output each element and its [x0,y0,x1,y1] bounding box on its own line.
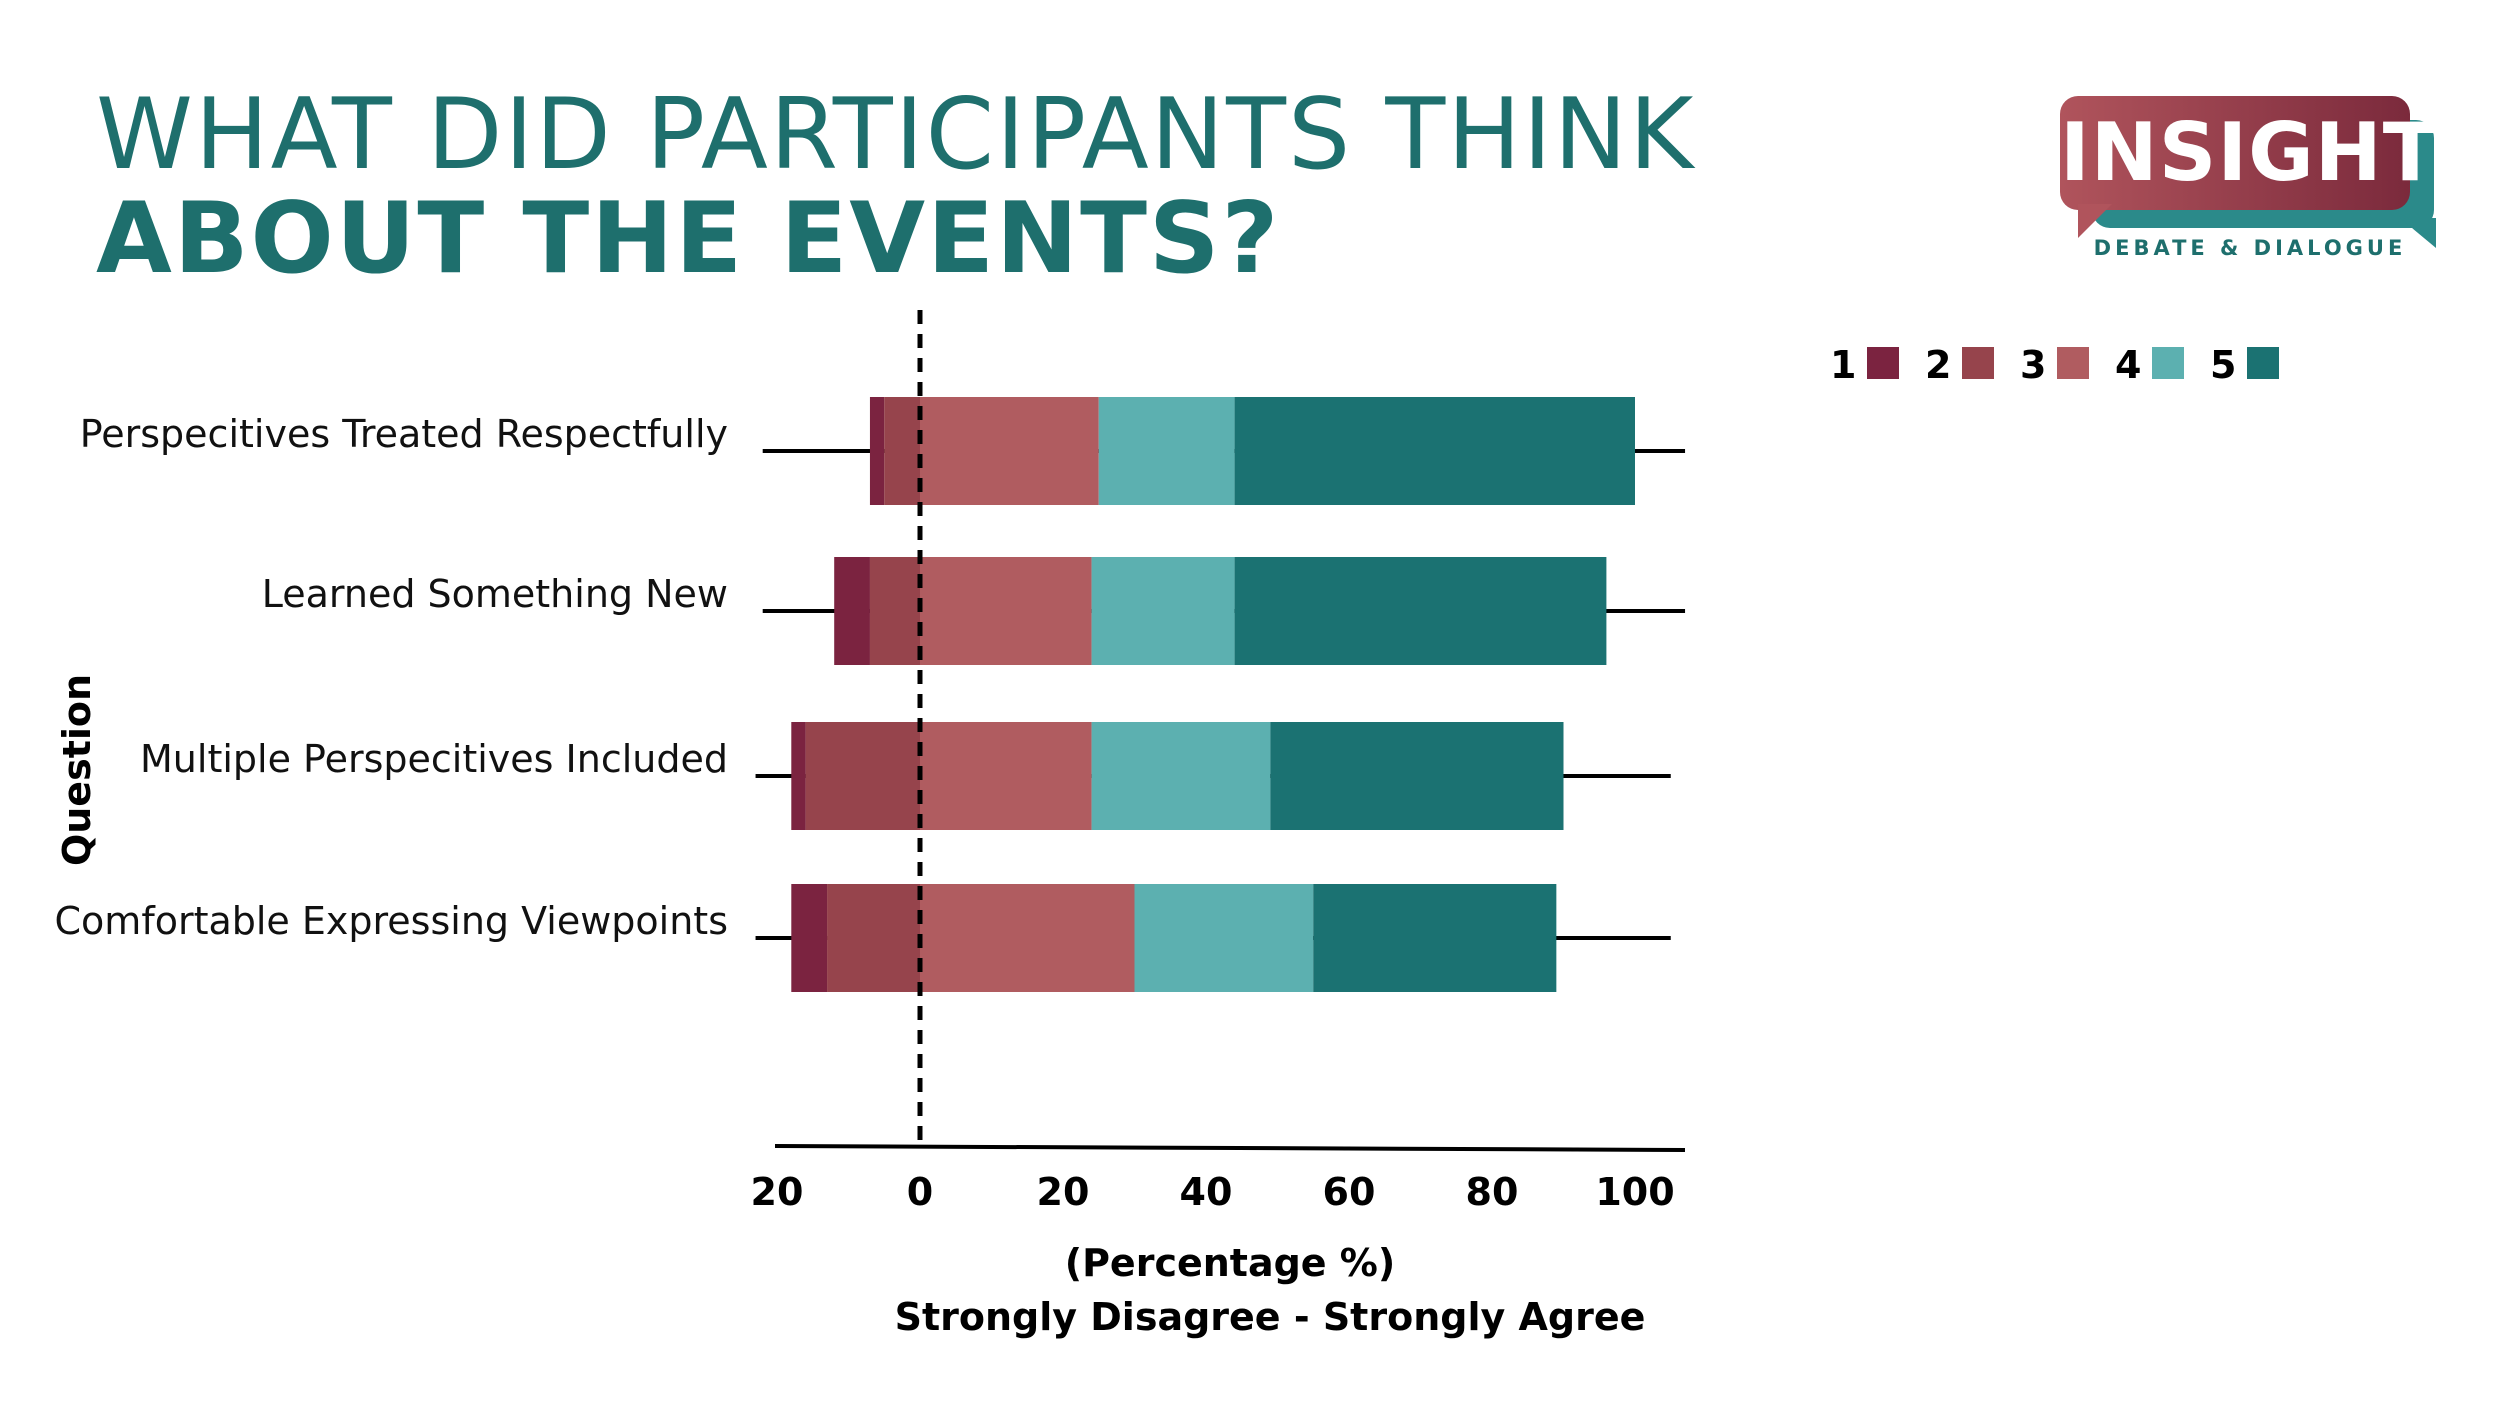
y-tick-label: Learned Something New [262,572,728,616]
bar-segment-2 [827,884,920,992]
y-tick-label: Multiple Perspecitives Included [140,737,728,781]
bar-segment-4 [1091,722,1271,830]
bar-segment-2 [805,722,920,830]
bar-segment-2 [884,397,920,505]
legend: 1 2 3 4 5 [1830,343,2279,387]
legend-swatch-3 [2057,347,2089,379]
x-axis-label-line1: (Percentage %) [1065,1241,1396,1285]
legend-label-2: 2 [1925,343,1951,387]
bar-segment-3 [920,557,1092,665]
logo-tagline: DEBATE & DIALOGUE [2093,236,2407,260]
error-lines [755,449,1686,940]
bar-segment-1 [791,884,828,992]
logo-wordmark: INSIGHT [2060,96,2437,210]
logo-back-tail [2400,218,2436,248]
x-tick-label: 60 [1323,1170,1376,1214]
bar-segment-1 [869,397,885,505]
bar-segment-2 [869,557,920,665]
bar-segment-4 [1134,884,1314,992]
bar-segment-4 [1091,557,1235,665]
legend-swatch-1 [1867,347,1899,379]
bar-segment-5 [1270,722,1564,830]
y-tick-label: Comfortable Expressing Viewpoints [55,899,728,943]
bar-segment-5 [1234,397,1635,505]
legend-label-3: 3 [2020,343,2046,387]
page-title-line1: WHAT DID PARTICIPANTS THINK [96,78,1696,192]
legend-label-4: 4 [2115,343,2141,387]
bar-segment-5 [1234,557,1607,665]
legend-swatch-4 [2152,347,2184,379]
legend-label-5: 5 [2210,343,2236,387]
x-tick-label: 100 [1595,1170,1674,1214]
x-tick-label: 80 [1466,1170,1519,1214]
legend-label-1: 1 [1830,343,1856,387]
bar-segment-5 [1313,884,1557,992]
x-tick-label: 20 [1037,1170,1090,1214]
x-axis-label-line2: Strongly Disagree - Strongly Agree [895,1295,1646,1339]
y-axis-label: Question [55,674,99,866]
bar-segment-3 [920,397,1099,505]
y-tick-label: Perspecitives Treated Respectfully [80,412,728,456]
x-tick-label: 40 [1180,1170,1233,1214]
insight-logo: INSIGHT DEBATE & DIALOGUE [2060,96,2440,266]
y-tick-labels: Perspecitives Treated Respectfully Learne… [55,412,728,943]
x-tick-label: 20 [751,1170,804,1214]
page-title-line2: ABOUT THE EVENTS? [96,182,1281,296]
bar-segment-3 [920,722,1092,830]
legend-swatch-2 [1962,347,1994,379]
x-axis-line [774,1144,1686,1152]
bar-segment-1 [834,557,870,665]
bar-segment-3 [920,884,1135,992]
logo-front-tail [2078,204,2112,238]
x-tick-labels: 20 0 20 40 60 80 100 [751,1170,1675,1214]
legend-swatch-5 [2247,347,2279,379]
bar-segment-1 [791,722,806,830]
x-tick-label: 0 [907,1170,933,1214]
bars [791,397,1635,992]
bar-segment-4 [1098,397,1235,505]
